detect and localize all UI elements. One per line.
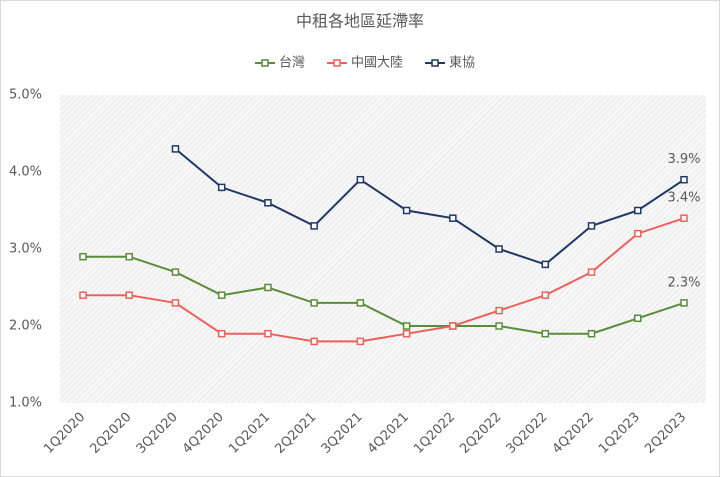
legend-marker [431, 59, 439, 67]
point-marker [634, 229, 642, 238]
plot-area [60, 95, 706, 403]
point-marker [541, 329, 550, 338]
y-tick-label: 4.0% [9, 165, 42, 180]
point-marker [217, 183, 226, 192]
point-marker [125, 291, 133, 299]
point-marker [356, 337, 365, 346]
point-marker [587, 329, 596, 338]
point-marker [495, 245, 503, 253]
legend-label: 台灣 [279, 56, 305, 71]
point-marker [587, 222, 596, 230]
point-marker [402, 329, 411, 338]
point-marker [541, 291, 550, 299]
y-tick-label: 3.0% [9, 242, 42, 257]
point-marker [79, 291, 87, 299]
data-label: 3.4% [667, 191, 700, 206]
point-marker [310, 337, 318, 346]
legend-marker [333, 59, 341, 67]
y-tick-label: 5.0% [9, 88, 42, 103]
legend-label: 中國大陸 [351, 55, 403, 71]
data-label: 3.9% [667, 152, 700, 167]
point-marker [680, 214, 688, 222]
legend-marker [261, 59, 269, 67]
point-marker [634, 206, 642, 215]
series-line [83, 217, 685, 343]
series-line [83, 255, 685, 335]
data-label: 2.3% [667, 275, 700, 290]
point-marker [171, 299, 180, 307]
point-marker [587, 268, 596, 276]
point-marker [402, 206, 411, 215]
point-marker [264, 283, 272, 292]
point-marker [541, 260, 550, 269]
point-marker [356, 175, 365, 184]
y-tick-label: 2.0% [9, 319, 42, 334]
series-line [174, 148, 685, 266]
point-marker [217, 329, 226, 338]
chart-title: 中租各地區延滯率 [296, 12, 424, 31]
point-marker [171, 145, 180, 153]
point-marker [217, 291, 226, 299]
point-marker [125, 252, 133, 261]
legend-label: 東協 [449, 55, 475, 71]
point-marker [264, 199, 272, 207]
point-marker [449, 214, 457, 222]
point-marker [402, 322, 411, 330]
point-marker [310, 299, 318, 307]
point-marker [310, 222, 318, 230]
point-marker [634, 314, 642, 323]
y-tick-label: 1.0% [9, 396, 42, 411]
point-marker [680, 175, 688, 184]
point-marker [495, 322, 503, 330]
point-marker [449, 322, 457, 330]
point-marker [356, 299, 365, 307]
point-marker [79, 252, 87, 261]
point-marker [264, 329, 272, 338]
point-marker [171, 268, 180, 276]
point-marker [680, 299, 688, 307]
point-marker [495, 306, 503, 315]
